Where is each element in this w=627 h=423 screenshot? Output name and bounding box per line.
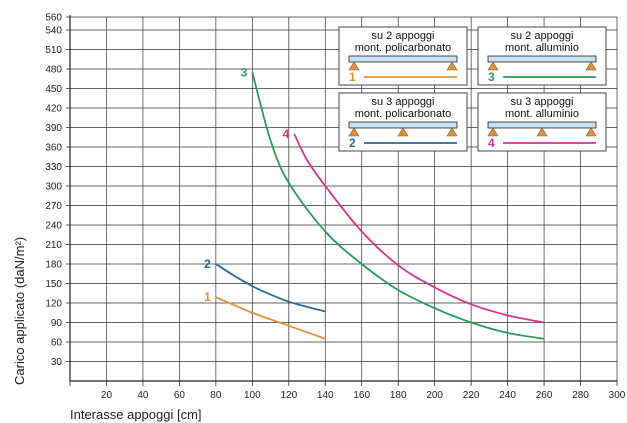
y-tick-label: 120 <box>45 299 62 310</box>
support-triangle-icon <box>585 61 597 71</box>
series-line-1 <box>215 296 326 340</box>
x-tick-label: 160 <box>353 390 370 401</box>
x-tick-label: 40 <box>137 390 149 401</box>
y-tick-labels: 30 60 90 120 150 180 210 240 270 300 330 360 390 420 4… <box>45 13 62 369</box>
support-triangle-icon <box>487 61 499 71</box>
series-line-3 <box>251 72 545 340</box>
y-tick-label: 330 <box>45 162 62 173</box>
series-line-2 <box>215 263 326 313</box>
x-tick-label: 60 <box>174 390 186 401</box>
legend-title-line2: mont. alluminio <box>505 108 579 120</box>
x-tick-label: 180 <box>390 390 407 401</box>
y-tick-label: 150 <box>45 279 62 290</box>
series-line-4 <box>293 133 545 324</box>
y-tick-label: 510 <box>45 45 62 56</box>
legend-title-line1: su 2 appoggi <box>372 30 435 42</box>
x-tick-label: 200 <box>426 390 443 401</box>
beam-icon <box>348 55 458 63</box>
x-tick-label: 220 <box>463 390 480 401</box>
x-tick-label: 20 <box>101 390 113 401</box>
legend-title-line1: su 3 appoggi <box>511 96 574 108</box>
y-tick-label: 180 <box>45 260 62 271</box>
y-tick-label: 270 <box>45 201 62 212</box>
y-tick-label: 390 <box>45 123 62 134</box>
support-triangle-icon <box>446 61 458 71</box>
y-axis-label: Carico applicato (daN/m²) <box>12 237 27 385</box>
y-tick-label: 540 <box>45 26 62 37</box>
series-label-1: 1 <box>204 290 211 304</box>
support-triangle-icon <box>397 127 409 137</box>
x-axis-label: Interasse appoggi [cm] <box>70 407 202 422</box>
legend-title-line1: su 3 appoggi <box>372 96 435 108</box>
legend-title-line2: mont. alluminio <box>505 42 579 54</box>
x-tick-label: 80 <box>210 390 222 401</box>
series-label-4: 4 <box>283 127 290 141</box>
y-tick-label: 210 <box>45 240 62 251</box>
x-tick-label: 280 <box>572 390 589 401</box>
support-triangle-icon <box>487 127 499 137</box>
axes <box>66 15 618 386</box>
y-tick-label: 240 <box>45 221 62 232</box>
legend-title-line1: su 2 appoggi <box>511 30 574 42</box>
support-triangle-icon <box>536 127 548 137</box>
y-tick-label: 360 <box>45 143 62 154</box>
support-triangle-icon <box>348 127 360 137</box>
legend-number: 3 <box>488 70 495 84</box>
beam-icon <box>348 121 458 129</box>
legend-number: 2 <box>349 136 356 150</box>
y-tick-label: 560 <box>45 13 62 24</box>
support-triangle-icon <box>585 127 597 137</box>
support-triangle-icon <box>446 127 458 137</box>
curve-labels: 1 2 3 4 <box>204 65 289 304</box>
y-tick-label: 450 <box>45 84 62 95</box>
y-tick-label: 60 <box>51 338 63 349</box>
x-tick-label: 100 <box>244 390 261 401</box>
x-tick-labels: 20 40 60 80 100 120 140 160 180 200 220 240 260 280 30… <box>101 390 626 401</box>
x-tick-label: 140 <box>317 390 334 401</box>
x-tick-label: 260 <box>536 390 553 401</box>
series-label-2: 2 <box>204 257 211 271</box>
y-tick-label: 300 <box>45 182 62 193</box>
series-lines <box>215 72 545 340</box>
beam-icon <box>487 55 597 63</box>
legend-title-line2: mont. policarbonato <box>355 108 452 120</box>
y-tick-label: 30 <box>51 357 63 368</box>
series-label-3: 3 <box>241 65 248 79</box>
legend-title-line2: mont. policarbonato <box>355 42 452 54</box>
beam-icon <box>487 121 597 129</box>
support-triangle-icon <box>348 61 360 71</box>
x-tick-label: 240 <box>499 390 516 401</box>
y-tick-label: 420 <box>45 104 62 115</box>
x-tick-label: 120 <box>280 390 297 401</box>
legend-number: 1 <box>349 70 356 84</box>
y-tick-label: 480 <box>45 65 62 76</box>
legend-number: 4 <box>488 136 495 150</box>
y-tick-label: 90 <box>51 318 63 329</box>
x-tick-label: 300 <box>609 390 626 401</box>
